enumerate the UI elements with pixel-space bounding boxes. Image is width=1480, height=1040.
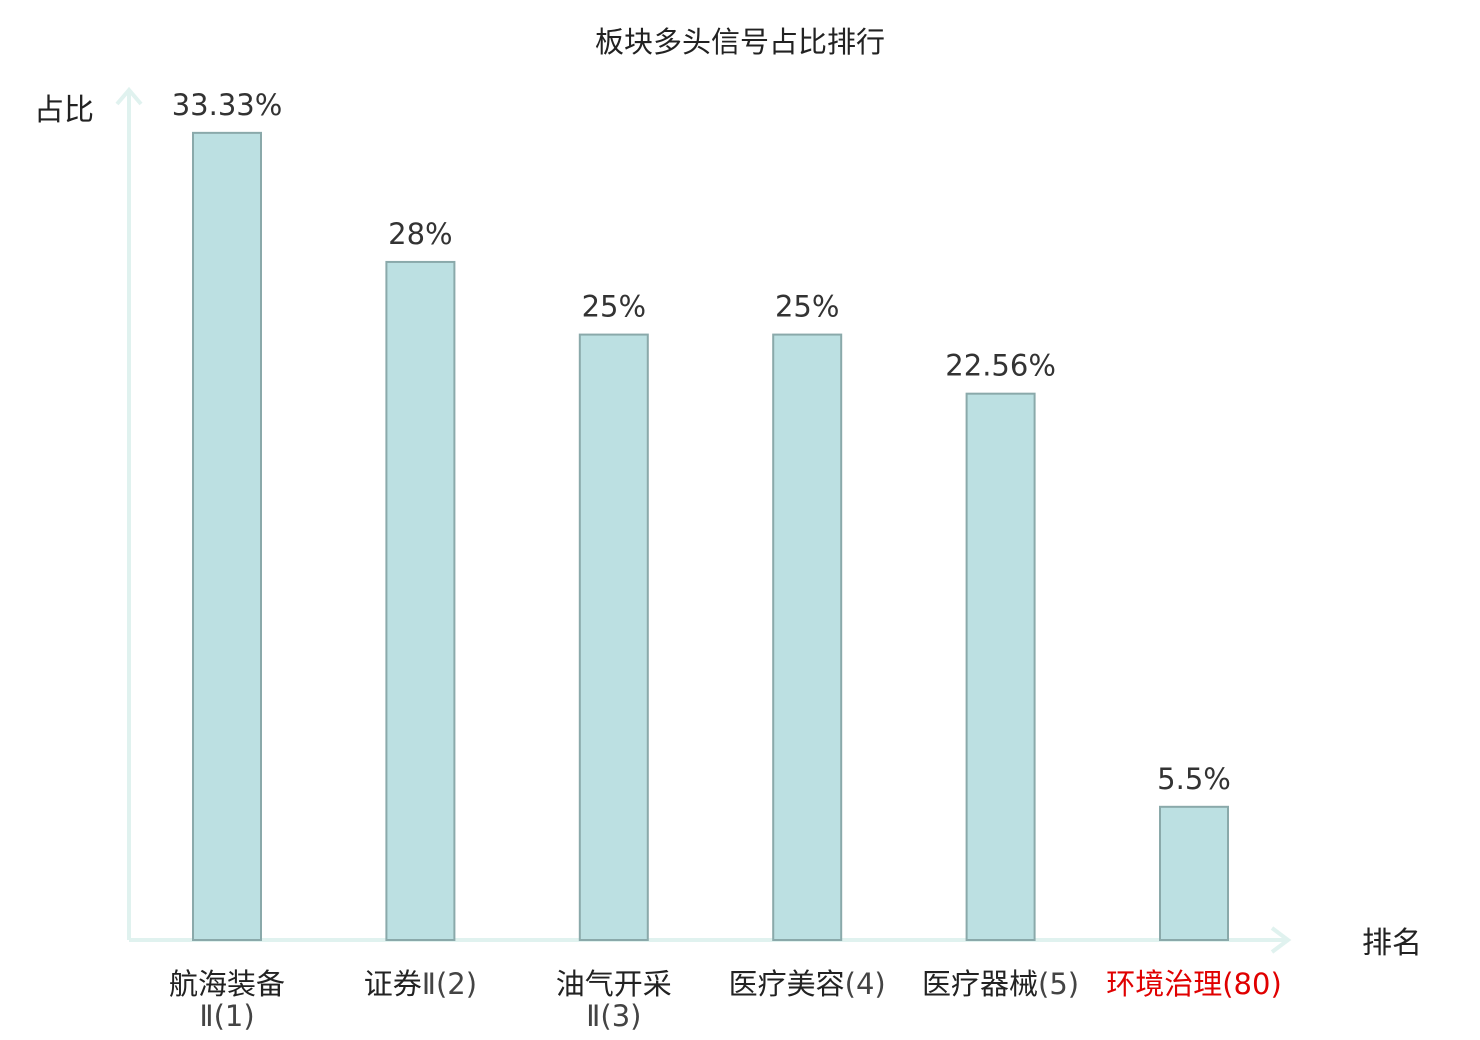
value-label: 22.56% — [945, 349, 1056, 383]
value-label: 33.33% — [172, 88, 283, 122]
category-label: 油气开采 Ⅱ(3) — [556, 967, 672, 1033]
value-label: 28% — [388, 217, 452, 251]
category-name: 医疗器械 — [922, 967, 1038, 1001]
category-rank: (80) — [1222, 967, 1282, 1001]
bar — [578, 333, 649, 941]
bar-group — [192, 131, 1229, 942]
bar — [1159, 805, 1229, 942]
category-rank: (5) — [1038, 967, 1079, 1001]
category-name: 航海装备 — [169, 967, 285, 1001]
category-rank: Ⅱ(1) — [199, 999, 254, 1033]
bar — [192, 131, 262, 942]
value-label: 25% — [582, 290, 646, 324]
y-axis-title: 占比 — [34, 93, 94, 128]
category-label: 证券Ⅱ(2) — [364, 967, 477, 1001]
x-axis-title: 排名 — [1362, 926, 1422, 961]
category-rank: (4) — [845, 967, 886, 1001]
category-label: 医疗美容(4) — [729, 967, 886, 1001]
category-name: 医疗美容 — [729, 967, 845, 1001]
y-axis-arrow — [115, 86, 143, 106]
bar — [385, 260, 456, 941]
category-rank: Ⅱ(2) — [422, 967, 477, 1001]
value-label-group: 33.33% 28% 25% 25% 22.56% 5.5% — [172, 88, 1231, 796]
bar — [772, 333, 843, 941]
category-rank: Ⅱ(3) — [586, 999, 641, 1033]
category-label: 医疗器械(5) — [922, 967, 1079, 1001]
category-label: 环境治理(80) — [1106, 967, 1282, 1001]
chart-title: 板块多头信号占比排行 — [595, 25, 885, 59]
value-label: 5.5% — [1157, 762, 1231, 796]
category-label: 航海装备 Ⅱ(1) — [169, 967, 285, 1033]
category-name: 证券 — [364, 967, 422, 1001]
bar — [965, 392, 1036, 941]
value-label: 25% — [775, 290, 839, 324]
category-label-group: 航海装备 Ⅱ(1) 证券Ⅱ(2) 油气开采 Ⅱ(3) 医疗美容(4) 医疗器械(5) 环境治理… — [169, 967, 1282, 1033]
category-name: 环境治理 — [1106, 967, 1222, 1001]
category-name: 油气开采 — [556, 967, 672, 1001]
x-axis-arrow — [1270, 926, 1292, 954]
